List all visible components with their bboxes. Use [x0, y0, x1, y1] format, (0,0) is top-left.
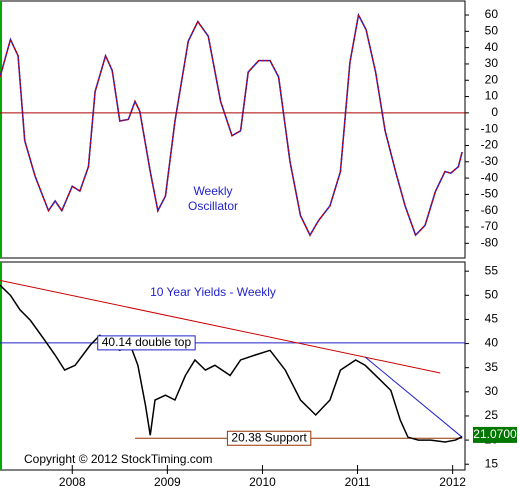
y-tick-label: 45 [485, 312, 499, 326]
line-label: 20.38 Support [231, 430, 307, 444]
y-tick-label: -40 [481, 170, 499, 184]
annotation: Oscillator [188, 199, 238, 213]
y-tick-label: -20 [481, 138, 499, 152]
y-tick-label: 35 [485, 360, 499, 374]
y-tick-label: 0 [491, 105, 498, 119]
y-tick-label: 40 [485, 336, 499, 350]
y-tick-label: 40 [485, 40, 499, 54]
y-tick-label: -50 [481, 187, 499, 201]
x-tick-label: 2011 [345, 475, 371, 489]
x-tick-label: 2009 [154, 475, 181, 489]
y-tick-label: -80 [481, 235, 499, 249]
last-value-box [473, 426, 517, 443]
series-line [0, 284, 463, 443]
chart-title: 10 Year Yields - Weekly [150, 285, 276, 299]
series-line-under [0, 12, 463, 237]
x-tick-label: 2008 [59, 475, 86, 489]
y-tick-label: -30 [481, 154, 499, 168]
annotation: Weekly [193, 184, 232, 198]
copyright: Copyright © 2012 StockTiming.com [24, 452, 212, 466]
trendline [364, 356, 463, 438]
trendline [0, 279, 441, 374]
y-tick-label: -10 [481, 121, 499, 135]
line-label-box [226, 430, 312, 446]
y-tick-label: 20 [485, 72, 499, 86]
y-tick-label: -60 [481, 203, 499, 217]
y-tick-label: 10 [485, 89, 499, 103]
y-tick-label: 30 [485, 56, 499, 70]
last-value-label: 21.0700 [473, 427, 517, 441]
y-tick-label: 15 [485, 456, 499, 470]
y-tick-label: 55 [485, 263, 499, 277]
y-tick-label: 50 [485, 287, 499, 301]
y-tick-label: 50 [485, 24, 499, 38]
y-tick-label: 30 [485, 384, 499, 398]
y-tick-label: 25 [485, 408, 499, 422]
line-label-box [97, 335, 196, 351]
y-tick-label: -70 [481, 219, 499, 233]
y-tick-label: 60 [485, 7, 499, 21]
x-tick-label: 2010 [249, 475, 276, 489]
line-label: 40.14 double top [102, 335, 192, 349]
x-tick-label: 2012 [439, 475, 466, 489]
